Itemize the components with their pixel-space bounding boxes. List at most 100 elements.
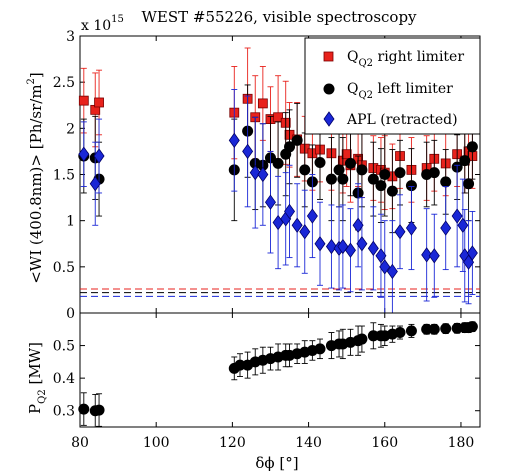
data-point-diamond [451, 208, 463, 224]
y-tick-label: 2.5 [53, 75, 75, 91]
data-point-circle [394, 327, 406, 339]
data-point-diamond [375, 248, 387, 264]
top-y-axis-label: <WI (400.8nm)> [Ph/sr/m2] [26, 72, 45, 284]
data-point-diamond [386, 263, 398, 280]
data-point-circle [367, 330, 379, 342]
data-point-diamond [264, 194, 276, 210]
data-point-square [257, 98, 268, 109]
data-point-circle [356, 164, 368, 176]
bottom-plot-area: 80 100 120 140 160 180 0.3 0.4 0.5 [53, 312, 481, 451]
data-point-circle [379, 169, 391, 180]
data-point-circle [291, 134, 303, 146]
x-tick-label: 140 [295, 435, 322, 451]
data-point-circle [93, 404, 105, 416]
legend-entry-left-limiter: QQ2 left limiter [323, 81, 453, 101]
data-point-square [341, 149, 352, 160]
data-point-diamond [291, 217, 303, 233]
data-point-circle [344, 157, 356, 169]
data-point-circle [428, 167, 440, 179]
data-point-circle [78, 403, 90, 415]
data-point-diamond [379, 259, 391, 275]
data-point-diamond [421, 247, 433, 263]
data-point-diamond [314, 236, 326, 252]
legend-entry-right-limiter: QQ2 right limiter [323, 49, 464, 69]
data-point-circle [356, 333, 368, 345]
data-point-diamond [394, 224, 406, 240]
legend-marker-square [323, 51, 334, 62]
legend-entry-apl: APL (retracted) [323, 111, 458, 128]
x-tick-label: 180 [448, 435, 475, 451]
data-point-circle [314, 343, 326, 355]
data-point-circle [428, 323, 440, 335]
legend-marker-circle [323, 83, 335, 95]
data-point-circle [421, 323, 433, 335]
series-apl [78, 89, 478, 314]
data-point-diamond [299, 224, 311, 240]
data-point-diamond [257, 166, 269, 183]
data-point-circle [386, 185, 398, 197]
series-power [78, 321, 478, 428]
x-tick-label: 160 [371, 435, 398, 451]
data-point-diamond [249, 164, 261, 181]
y-tick-label: 2 [66, 121, 75, 137]
data-point-circle [466, 321, 478, 333]
y-tick-label: 0.5 [53, 260, 75, 276]
data-point-diamond [325, 238, 337, 255]
data-point-diamond [228, 132, 240, 149]
data-point-diamond [284, 203, 296, 220]
legend-label-right-limiter: QQ2 right limiter [347, 49, 464, 69]
data-point-diamond [356, 236, 368, 252]
x-tick-label: 100 [143, 435, 170, 451]
data-point-circle [272, 157, 284, 169]
data-point-square [94, 97, 104, 108]
data-point-diamond [428, 248, 440, 264]
axes-frame [79, 312, 481, 428]
data-point-circle [333, 164, 345, 176]
y-tick-label: 0.3 [53, 404, 75, 420]
data-point-circle [314, 156, 326, 168]
x-tick-label: 120 [219, 435, 246, 451]
data-point-circle [299, 164, 311, 176]
data-point-circle [463, 178, 475, 190]
data-point-circle [284, 141, 296, 153]
data-point-circle [394, 167, 406, 179]
data-point-diamond [405, 220, 417, 236]
legend: QQ2 right limiter QQ2 left limiter APL (… [304, 37, 481, 135]
data-point-diamond [93, 148, 105, 164]
data-point-diamond [78, 146, 90, 162]
legend-label-apl: APL (retracted) [346, 112, 458, 128]
y-tick-label: 1 [66, 214, 75, 230]
data-point-circle [337, 173, 349, 185]
data-point-circle [405, 180, 417, 192]
y-tick-label: 0.4 [53, 371, 75, 387]
data-point-circle [459, 155, 471, 167]
data-point-circle [405, 325, 417, 337]
y-tick-label: 0.5 [53, 339, 75, 355]
multiplier-label: x 1015 [81, 14, 124, 34]
legend-box [304, 37, 481, 135]
data-point-diamond [306, 208, 318, 224]
top-plot-area: 0 0.5 1 1.5 2 2.5 3 [53, 29, 481, 322]
data-point-diamond [440, 220, 452, 236]
data-point-circle [466, 141, 478, 153]
data-point-diamond [89, 176, 101, 192]
y-tick-label: 3 [66, 29, 75, 45]
legend-marker-diamond [323, 111, 335, 127]
y-tick-label: 1.5 [53, 168, 75, 184]
legend-label-left-limiter: QQ2 left limiter [347, 81, 453, 101]
data-point-circle [367, 173, 379, 185]
data-point-circle [440, 323, 452, 335]
data-point-diamond [367, 240, 379, 257]
data-point-diamond [352, 217, 364, 233]
data-point-circle [375, 180, 387, 192]
data-point-diamond [457, 217, 469, 233]
data-point-circle [440, 176, 452, 188]
data-point-diamond [242, 143, 254, 160]
x-axis-label: δϕ [°] [255, 454, 298, 472]
bottom-y-axis-label: PQ2 [MW] [26, 342, 48, 414]
data-point-diamond [466, 245, 478, 261]
chart-title: WEST #55226, visible spectroscopy [141, 8, 417, 26]
data-point-circle [325, 173, 337, 185]
x-tick-label: 80 [71, 435, 89, 451]
data-point-circle [234, 359, 246, 371]
